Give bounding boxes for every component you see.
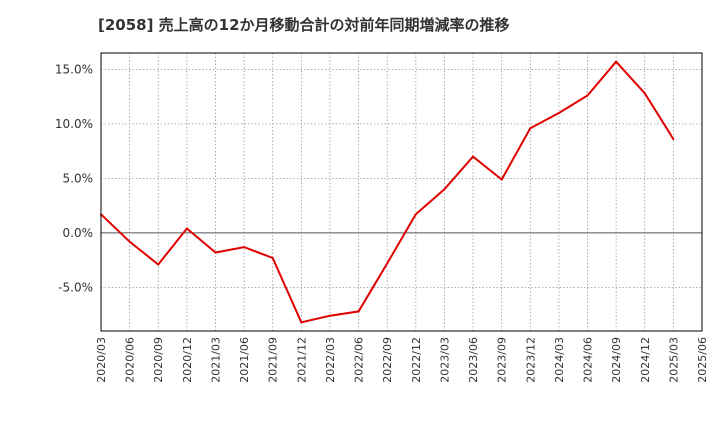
x-tick-label: 2023/03 — [438, 337, 451, 383]
y-tick-label: -5.0% — [58, 280, 93, 294]
data-point — [414, 213, 417, 216]
x-tick-label: 2022/03 — [324, 337, 337, 383]
x-tick-label: 2020/03 — [95, 337, 108, 383]
x-tick-label: 2024/03 — [553, 337, 566, 383]
data-point — [157, 263, 160, 266]
data-point — [643, 92, 646, 95]
data-point — [500, 178, 503, 181]
data-point — [672, 138, 675, 141]
data-point — [300, 321, 303, 324]
x-tick-label: 2025/06 — [696, 337, 709, 383]
data-point — [557, 111, 560, 114]
y-tick-label: 0.0% — [63, 226, 94, 240]
x-tick-label: 2023/06 — [467, 337, 480, 383]
x-tick-label: 2021/03 — [209, 337, 222, 383]
data-point — [128, 240, 131, 243]
data-point — [271, 256, 274, 259]
x-tick-label: 2021/09 — [267, 337, 280, 383]
grid-layer — [101, 53, 702, 331]
y-tick-label: 15.0% — [55, 62, 93, 76]
series-layer — [100, 60, 675, 324]
x-tick-label: 2022/09 — [381, 337, 394, 383]
x-tick-label: 2023/12 — [524, 337, 537, 383]
x-axis-ticks: 2020/03 2020/06 2020/09 2020/12 2021/03 2021/… — [95, 337, 709, 383]
x-tick-label: 2025/03 — [667, 337, 680, 383]
y-tick-label: 10.0% — [55, 117, 93, 131]
x-tick-label: 2022/06 — [353, 337, 366, 383]
series-line — [100, 60, 675, 324]
data-point — [357, 310, 360, 313]
data-point — [472, 155, 475, 158]
x-tick-label: 2021/06 — [238, 337, 251, 383]
data-point — [214, 251, 217, 254]
x-tick-label: 2022/12 — [410, 337, 423, 383]
data-point — [615, 60, 618, 63]
y-axis-ticks: 15.0% 10.0% 5.0% 0.0% -5.0% — [55, 62, 93, 294]
plot-frame — [100, 52, 703, 332]
x-tick-label: 2023/09 — [496, 337, 509, 383]
x-tick-label: 2020/09 — [152, 337, 165, 383]
x-tick-label: 2024/12 — [639, 337, 652, 383]
chart-title: [2058] 売上高の12か月移動合計の対前年同期増減率の推移 — [98, 16, 510, 34]
data-point — [529, 127, 532, 130]
x-tick-label: 2020/12 — [181, 337, 194, 383]
x-tick-label: 2024/09 — [610, 337, 623, 383]
data-point — [443, 188, 446, 191]
x-tick-label: 2021/12 — [295, 337, 308, 383]
data-point — [243, 246, 246, 249]
x-tick-label: 2024/06 — [582, 337, 595, 383]
data-point — [586, 94, 589, 97]
data-point — [328, 314, 331, 317]
data-point — [386, 262, 389, 265]
y-tick-label: 5.0% — [63, 171, 94, 185]
x-tick-label: 2020/06 — [124, 337, 137, 383]
data-point — [185, 227, 188, 230]
